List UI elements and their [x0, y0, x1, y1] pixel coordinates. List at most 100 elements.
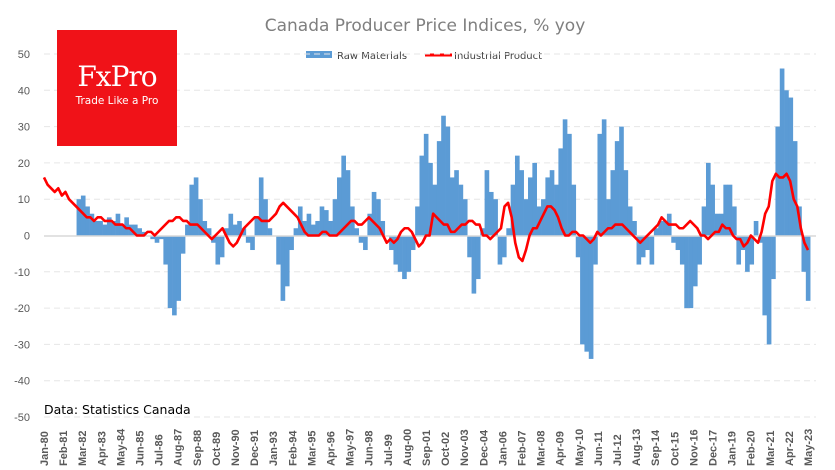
raw-materials-bar — [597, 133, 603, 236]
raw-materials-bar — [389, 235, 394, 251]
x-tick-label: Sep-14 — [650, 429, 662, 466]
y-tick-label: 30 — [18, 122, 30, 134]
y-tick-label: 0 — [24, 231, 30, 243]
raw-materials-bar — [588, 235, 594, 359]
raw-materials-bar — [250, 235, 255, 251]
raw-materials-bar — [328, 220, 333, 236]
x-tick-label: Nov-90 — [230, 429, 242, 466]
raw-materials-bar — [636, 235, 642, 265]
raw-materials-series — [76, 68, 811, 359]
raw-materials-bar — [93, 220, 99, 236]
raw-materials-bar — [258, 177, 264, 236]
raw-materials-bar — [280, 235, 286, 301]
raw-materials-bar — [514, 155, 520, 236]
raw-materials-bar — [293, 228, 299, 236]
x-tick-label: Feb-94 — [287, 430, 299, 466]
x-tick-label: Jun-11 — [593, 431, 605, 466]
chart-title: Canada Producer Price Indices, % yoy — [265, 16, 586, 36]
raw-materials-bar — [323, 210, 329, 236]
raw-materials-bar — [363, 235, 368, 251]
raw-materials-bar — [732, 206, 737, 236]
raw-materials-bar — [354, 228, 360, 236]
raw-materials-bar — [102, 224, 108, 236]
x-tick-label: Jul-12 — [612, 434, 624, 466]
raw-materials-bar — [276, 235, 281, 265]
x-tick-label: Sep-01 — [421, 430, 433, 466]
raw-materials-bar — [697, 235, 702, 265]
raw-materials-bar — [380, 220, 386, 236]
x-tick-label: Mar-08 — [536, 431, 548, 466]
raw-materials-bar — [671, 235, 676, 243]
raw-materials-bar — [471, 235, 477, 294]
raw-materials-bar — [736, 235, 742, 265]
x-tick-label: Jun-98 — [364, 431, 376, 466]
raw-materials-bar — [805, 235, 811, 301]
x-tick-label: Jul-99 — [383, 434, 395, 466]
y-tick-label: 20 — [18, 158, 30, 170]
raw-materials-bar — [497, 235, 503, 265]
raw-materials-bar — [640, 235, 646, 258]
x-axis: Jan-80 Feb-81 Mar-82 Apr-83 May-84 Jun-85 Jul-… — [39, 428, 815, 466]
raw-materials-bar — [202, 220, 208, 236]
raw-materials-bar — [445, 126, 451, 236]
raw-materials-bar — [98, 220, 103, 236]
x-tick-label: Dec-91 — [249, 430, 261, 466]
fxpro-logo: FxPro Trade Like a Pro — [57, 30, 177, 146]
raw-materials-bar — [419, 155, 425, 236]
raw-materials-bar — [289, 235, 294, 251]
raw-materials-bar — [337, 177, 342, 236]
raw-materials-bar — [653, 228, 659, 236]
raw-materials-bar — [484, 170, 490, 236]
raw-materials-bar — [124, 217, 129, 236]
x-tick-label: Sep-88 — [192, 430, 204, 466]
x-tick-label: Feb-07 — [517, 431, 529, 466]
raw-materials-bar — [267, 228, 273, 236]
x-tick-label: May-10 — [574, 429, 586, 466]
raw-materials-bar — [714, 213, 720, 236]
x-tick-label: May-97 — [345, 429, 357, 466]
raw-materials-bar — [189, 184, 195, 236]
source-note: Data: Statistics Canada — [44, 402, 191, 417]
raw-materials-bar — [458, 184, 464, 236]
raw-materials-bar — [76, 199, 82, 236]
raw-materials-bar — [393, 235, 399, 265]
raw-materials-bar — [406, 235, 412, 272]
raw-materials-bar — [493, 199, 498, 236]
raw-materials-bar — [710, 184, 715, 236]
y-tick-label: -10 — [14, 267, 30, 279]
raw-materials-bar — [206, 228, 212, 236]
raw-materials-bar — [80, 195, 86, 236]
raw-materials-bar — [454, 170, 459, 236]
x-tick-label: Apr-09 — [555, 431, 567, 466]
raw-materials-bar — [310, 224, 316, 236]
raw-materials-bar — [745, 235, 750, 272]
raw-materials-bar — [528, 177, 533, 236]
raw-materials-bar — [632, 220, 637, 236]
y-tick-label: -30 — [14, 339, 30, 351]
raw-materials-bar — [679, 235, 685, 265]
raw-materials-bar — [567, 133, 572, 236]
raw-materials-bar — [224, 228, 229, 236]
y-tick-label: 10 — [18, 194, 30, 206]
x-tick-label: Apr-83 — [96, 431, 108, 466]
x-tick-label: Jul-86 — [154, 434, 166, 466]
raw-materials-bar — [506, 228, 511, 236]
x-tick-label: Nov-16 — [688, 429, 700, 466]
x-tick-label: Oct-02 — [440, 432, 452, 466]
raw-materials-bar — [306, 213, 312, 236]
raw-materials-bar — [397, 235, 403, 272]
raw-materials-bar — [705, 162, 711, 236]
raw-materials-bar — [185, 224, 190, 236]
raw-materials-bar — [432, 184, 438, 236]
raw-materials-bar — [319, 206, 325, 236]
raw-materials-bar — [111, 220, 116, 236]
y-tick-label: 40 — [18, 85, 30, 97]
raw-materials-bar — [232, 224, 238, 236]
raw-materials-bar — [163, 235, 169, 265]
x-tick-label: Feb-20 — [746, 431, 758, 466]
x-tick-label: Oct-15 — [669, 432, 681, 466]
gridlines — [44, 53, 816, 418]
raw-materials-bar — [779, 68, 785, 236]
raw-materials-bar — [571, 184, 577, 236]
